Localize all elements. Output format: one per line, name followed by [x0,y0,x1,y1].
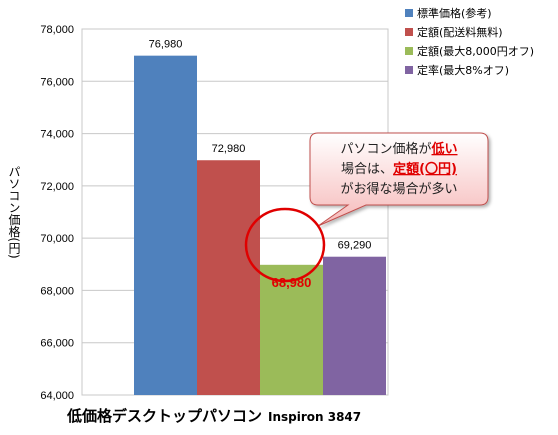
legend-label: 定額(配送料無料) [417,25,503,39]
legend-label: 定率(最大8%オフ) [417,63,509,77]
callout-line-3: がお得な場合が多い [340,181,457,197]
data-label: 76,980 [149,39,183,51]
bar [197,160,260,395]
data-label: 69,290 [338,240,372,252]
x-axis-model-label: Inspiron 3847 [268,410,361,424]
legend-swatch [405,9,413,17]
bar [260,264,323,395]
y-tick-label: 66,000 [40,338,74,350]
y-tick-label: 70,000 [40,233,74,245]
callout-line-1: パソコン価格が低い [340,141,457,157]
y-tick-label: 64,000 [40,390,74,402]
callout [309,132,489,227]
x-axis-label: 低価格デスクトップパソコン [66,407,262,425]
y-axis-ticks: 64,000 66,000 68,000 70,000 72,000 74,000 76,0… [40,24,74,402]
callout-bubble [309,132,489,227]
bar [323,256,386,395]
y-axis-label: パソコン価格(円) [7,165,21,259]
data-label: 72,980 [212,143,246,155]
bars [134,55,386,396]
legend-swatch [405,28,413,36]
y-tick-label: 74,000 [40,129,74,141]
callout-line-2-emph: 定額(〇円) [392,161,457,177]
callout-line-1-prefix: パソコン価格が [340,141,431,157]
legend-label: 標準価格(参考) [417,6,492,20]
legend-swatch [405,47,413,55]
legend: 標準価格(参考) 定額(配送料無料) 定額(最大8,000円オフ) 定率(最大8%オフ… [405,6,534,77]
callout-line-2: 場合は、定額(〇円) [341,161,457,177]
highlight-circle [244,207,326,283]
callout-line-1-emph: 低い [431,141,458,157]
y-tick-label: 76,000 [40,76,74,88]
bar [134,55,197,396]
y-tick-label: 72,000 [40,181,74,193]
legend-label: 定額(最大8,000円オフ) [417,44,534,58]
y-tick-label: 78,000 [40,24,74,36]
callout-line-2-prefix: 場合は、 [341,162,393,177]
y-tick-label: 68,000 [40,285,74,297]
legend-swatch [405,66,413,74]
